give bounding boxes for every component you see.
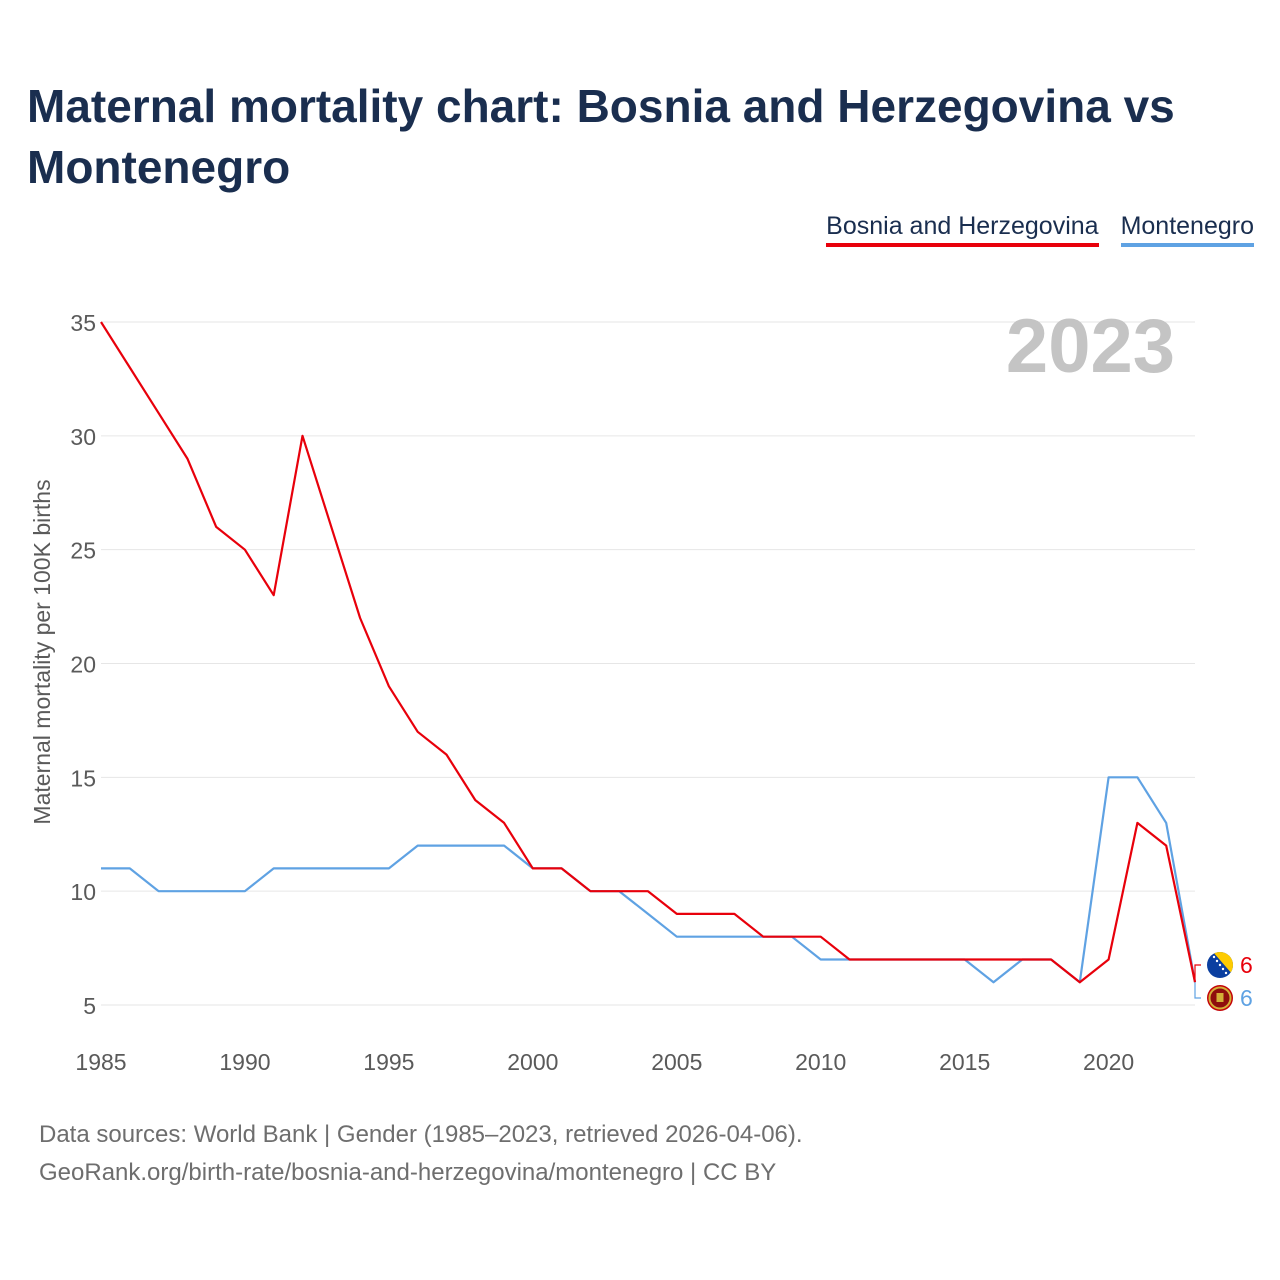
y-tick-label: 20 xyxy=(70,652,96,678)
grid-lines xyxy=(101,321,1195,1006)
legend-item-montenegro[interactable]: Montenegro xyxy=(1120,212,1254,247)
x-tick-label: 2015 xyxy=(939,1049,990,1075)
flag-emblem xyxy=(1216,993,1224,1002)
legend: Bosnia and Herzegovina Montenegro xyxy=(826,212,1254,247)
footer: Data sources: World Bank | Gender (1985–… xyxy=(39,1116,803,1192)
y-tick-label: 15 xyxy=(70,765,96,791)
flag-star xyxy=(1218,963,1222,967)
series-line-montenegro xyxy=(101,776,1197,984)
source-url[interactable]: GeoRank.org/birth-rate/bosnia-and-herzeg… xyxy=(39,1159,777,1186)
x-tick-label: 2010 xyxy=(795,1049,846,1075)
x-tick-label: 1990 xyxy=(219,1049,270,1075)
end-value-label: 6 xyxy=(1240,985,1253,1011)
year-watermark: 2023 xyxy=(1006,304,1175,389)
flag-triangle xyxy=(1213,952,1233,975)
y-tick-label: 10 xyxy=(70,879,96,905)
x-tick-label: 2005 xyxy=(651,1049,702,1075)
legend-item-bosnia-and-herzegovina[interactable]: Bosnia and Herzegovina xyxy=(826,212,1099,247)
y-tick-label: 25 xyxy=(70,538,96,564)
end-connector xyxy=(1194,964,1201,983)
flag-star xyxy=(1212,955,1216,959)
line-chart: 5 10 15 20 25 30 35 1985 1990 1995 2000 2005 2010 20… xyxy=(29,304,1253,1075)
y-axis-label: Maternal mortality per 100K births xyxy=(29,479,55,824)
flag-star xyxy=(1224,971,1228,975)
flag-star xyxy=(1215,959,1219,963)
y-tick-label: 35 xyxy=(70,310,96,336)
data-source-note: Data sources: World Bank | Gender (1985–… xyxy=(39,1121,803,1148)
y-tick-label: 30 xyxy=(70,424,96,450)
flag-star xyxy=(1221,967,1225,971)
chart-title: Maternal mortality chart: Bosnia and Her… xyxy=(27,80,1175,193)
x-tick-label: 1995 xyxy=(363,1049,414,1075)
end-value-label: 6 xyxy=(1240,952,1253,978)
y-tick-label: 5 xyxy=(83,993,96,1019)
x-tick-label: 2020 xyxy=(1083,1049,1134,1075)
x-tick-label: 1985 xyxy=(75,1049,126,1075)
x-tick-label: 2000 xyxy=(507,1049,558,1075)
end-connector xyxy=(1194,982,1201,999)
y-axis: 5 10 15 20 25 30 35 xyxy=(70,310,96,1019)
x-axis: 1985 1990 1995 2000 2005 2010 2015 2020 xyxy=(75,1049,1134,1075)
series-line-bosnia-and-herzegovina xyxy=(100,321,1197,984)
